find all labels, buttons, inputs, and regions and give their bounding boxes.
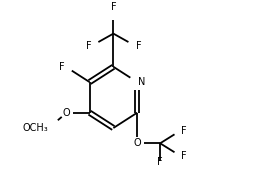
Text: F: F: [157, 157, 163, 167]
Text: F: F: [181, 151, 187, 161]
Text: F: F: [181, 125, 187, 135]
Text: F: F: [110, 2, 116, 12]
Text: OCH₃: OCH₃: [23, 123, 48, 133]
Text: F: F: [59, 62, 65, 72]
Text: N: N: [138, 77, 146, 87]
Text: F: F: [135, 41, 141, 51]
Text: O: O: [63, 108, 70, 118]
Text: O: O: [133, 138, 141, 148]
Text: F: F: [86, 41, 91, 51]
